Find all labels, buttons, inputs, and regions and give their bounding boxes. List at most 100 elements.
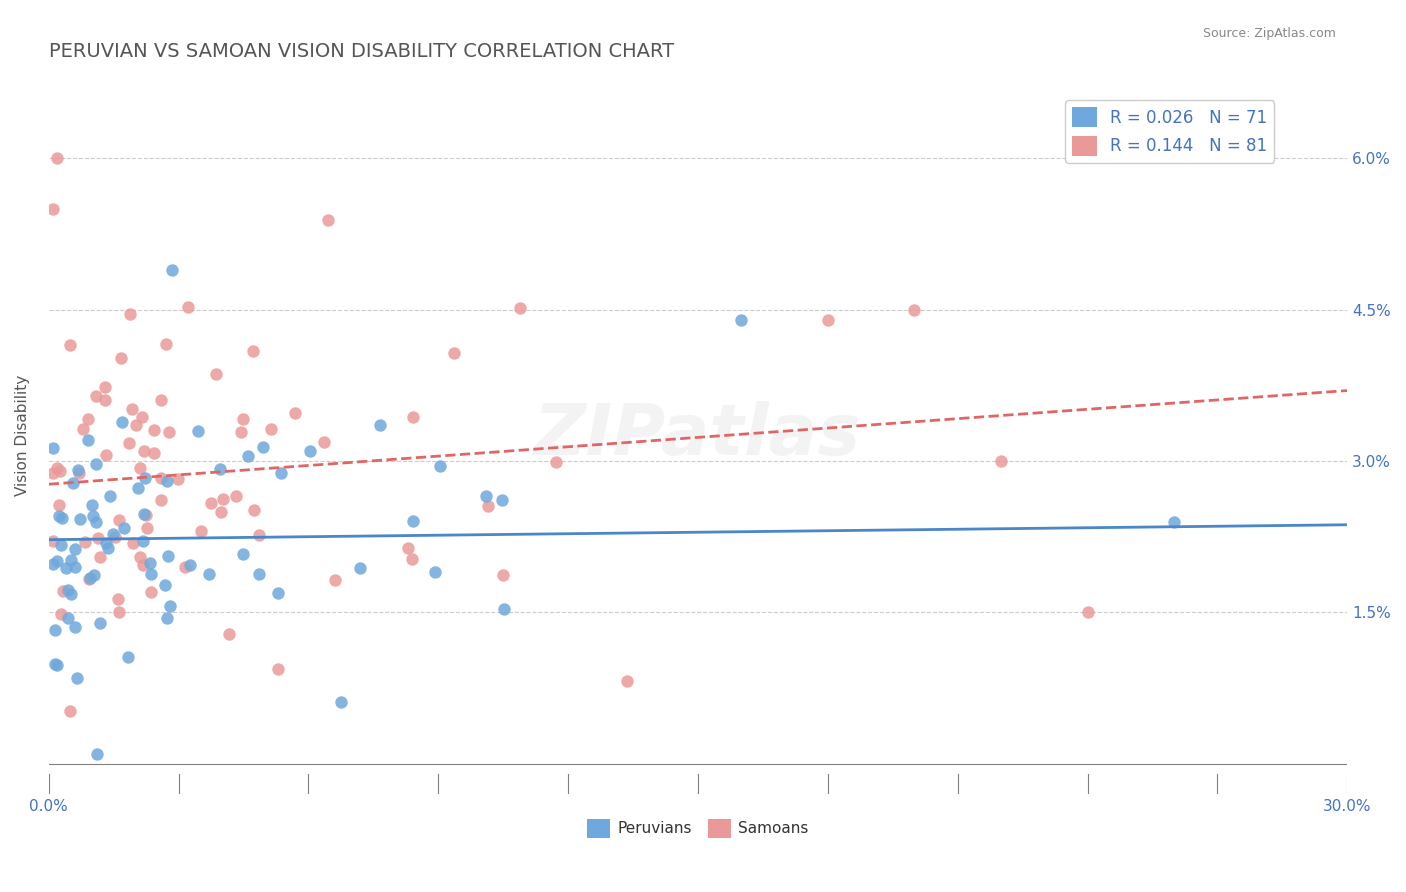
- Point: [139, 585, 162, 599]
- Point: [69, 512, 91, 526]
- Point: [423, 565, 446, 579]
- Point: [117, 650, 139, 665]
- Point: [51, 511, 73, 525]
- Point: [129, 549, 152, 564]
- Point: [111, 415, 134, 429]
- Point: [270, 466, 292, 480]
- Point: [129, 461, 152, 475]
- Point: [107, 592, 129, 607]
- Point: [59, 553, 82, 567]
- Point: [247, 567, 270, 582]
- Point: [55, 561, 77, 575]
- Y-axis label: Vision Disability: Vision Disability: [15, 376, 30, 497]
- Point: [491, 492, 513, 507]
- Point: [118, 436, 141, 450]
- Point: [166, 472, 188, 486]
- Point: [509, 301, 531, 315]
- Point: [79, 571, 101, 585]
- Point: [156, 611, 179, 625]
- Point: [63, 620, 86, 634]
- Point: [231, 425, 253, 440]
- Point: [396, 541, 419, 555]
- Point: [84, 389, 107, 403]
- Point: [135, 508, 157, 522]
- Point: [242, 344, 264, 359]
- Point: [46, 460, 69, 475]
- Point: [84, 515, 107, 529]
- Point: [160, 262, 183, 277]
- Point: [104, 530, 127, 544]
- Point: [59, 587, 82, 601]
- Point: [187, 424, 209, 438]
- Point: [990, 454, 1012, 468]
- Point: [42, 202, 65, 216]
- Text: Source: ZipAtlas.com: Source: ZipAtlas.com: [1202, 27, 1336, 40]
- Point: [477, 499, 499, 513]
- Point: [62, 476, 84, 491]
- Point: [49, 538, 72, 552]
- Point: [903, 302, 925, 317]
- Point: [546, 454, 568, 468]
- Point: [72, 422, 94, 436]
- Point: [42, 442, 65, 456]
- Point: [316, 213, 339, 227]
- Point: [59, 338, 82, 352]
- Point: [125, 418, 148, 433]
- Point: [197, 567, 219, 582]
- Point: [45, 658, 67, 673]
- Point: [475, 489, 498, 503]
- Point: [134, 444, 156, 458]
- Point: [93, 392, 115, 407]
- Point: [349, 561, 371, 575]
- Point: [75, 534, 97, 549]
- Point: [127, 481, 149, 495]
- Point: [66, 463, 89, 477]
- Point: [150, 471, 173, 485]
- Point: [209, 505, 232, 519]
- Point: [205, 367, 228, 381]
- Point: [94, 448, 117, 462]
- Point: [143, 445, 166, 459]
- Point: [42, 534, 65, 549]
- Point: [267, 586, 290, 600]
- Point: [76, 434, 98, 448]
- Point: [98, 489, 121, 503]
- Point: [157, 549, 180, 564]
- Point: [86, 531, 108, 545]
- Point: [1077, 606, 1099, 620]
- Point: [156, 474, 179, 488]
- Point: [247, 528, 270, 542]
- Point: [492, 602, 515, 616]
- Point: [83, 568, 105, 582]
- Point: [118, 307, 141, 321]
- Point: [284, 406, 307, 420]
- Point: [44, 624, 66, 638]
- Point: [93, 380, 115, 394]
- Point: [177, 300, 200, 314]
- Point: [142, 423, 165, 437]
- Point: [131, 410, 153, 425]
- Point: [49, 607, 72, 622]
- Point: [48, 509, 70, 524]
- Point: [238, 450, 260, 464]
- Point: [132, 558, 155, 573]
- Point: [149, 493, 172, 508]
- Point: [402, 514, 425, 528]
- Point: [232, 411, 254, 425]
- Text: ZIPatlas: ZIPatlas: [534, 401, 862, 470]
- Point: [401, 551, 423, 566]
- Point: [58, 611, 80, 625]
- Point: [108, 513, 131, 527]
- Point: [97, 541, 120, 555]
- Point: [200, 496, 222, 510]
- Point: [132, 508, 155, 522]
- Point: [314, 435, 336, 450]
- Point: [86, 747, 108, 761]
- Point: [159, 599, 181, 613]
- Point: [323, 573, 346, 587]
- Point: [730, 312, 752, 326]
- Point: [817, 312, 839, 326]
- Point: [330, 695, 353, 709]
- Point: [157, 425, 180, 439]
- Point: [46, 151, 69, 165]
